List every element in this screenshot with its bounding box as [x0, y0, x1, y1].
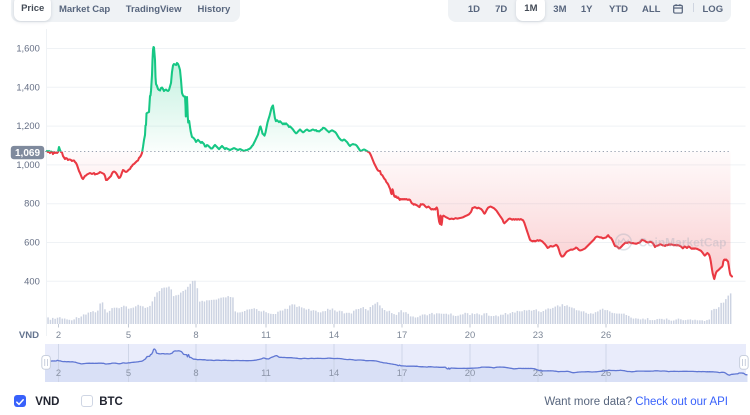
svg-text:17: 17 — [397, 367, 407, 378]
svg-text:20: 20 — [465, 329, 475, 340]
svg-text:VND: VND — [19, 330, 39, 341]
svg-text:11: 11 — [261, 367, 271, 378]
svg-text:11: 11 — [261, 329, 271, 340]
svg-text:8: 8 — [193, 329, 198, 340]
svg-text:17: 17 — [397, 329, 407, 340]
svg-text:5: 5 — [126, 329, 131, 340]
svg-text:CoinMarketCap: CoinMarketCap — [639, 235, 727, 249]
svg-text:800: 800 — [24, 198, 40, 209]
svg-text:26: 26 — [601, 329, 611, 340]
svg-text:20: 20 — [465, 367, 475, 378]
svg-text:8: 8 — [193, 367, 198, 378]
svg-text:5: 5 — [126, 367, 131, 378]
svg-text:400: 400 — [24, 275, 40, 286]
svg-text:2: 2 — [56, 329, 61, 340]
svg-text:14: 14 — [329, 329, 339, 340]
svg-text:1,400: 1,400 — [16, 81, 39, 92]
svg-text:26: 26 — [601, 367, 611, 378]
svg-text:1,069: 1,069 — [15, 148, 40, 159]
svg-text:23: 23 — [533, 367, 543, 378]
svg-text:600: 600 — [24, 237, 40, 248]
svg-text:2: 2 — [56, 367, 61, 378]
svg-text:23: 23 — [533, 329, 543, 340]
svg-text:14: 14 — [329, 367, 339, 378]
svg-text:1,200: 1,200 — [16, 120, 39, 131]
svg-text:1,600: 1,600 — [16, 43, 39, 54]
svg-text:1,000: 1,000 — [16, 159, 39, 170]
